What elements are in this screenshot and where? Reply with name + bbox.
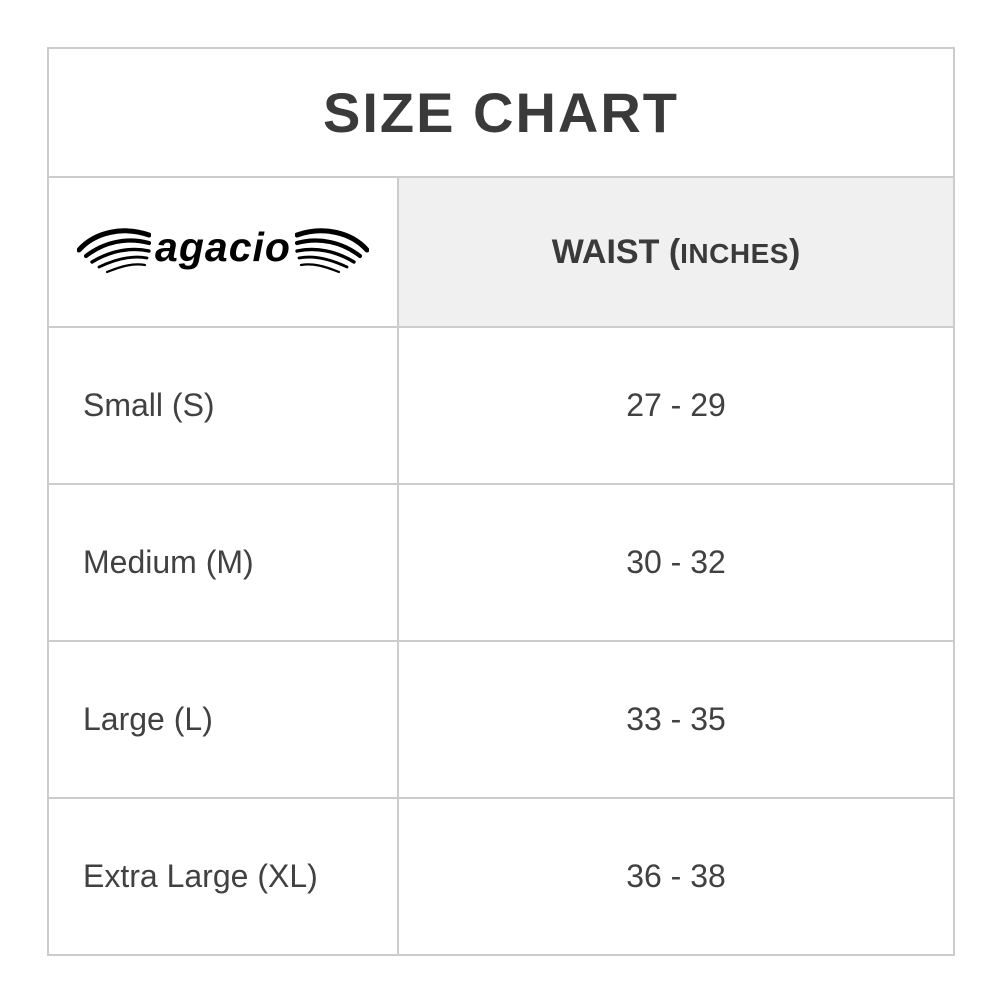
wing-left-icon [77, 227, 152, 273]
waist-value: 27 - 29 [397, 326, 955, 485]
table-row: Small (S) 27 - 29 [47, 326, 955, 485]
waist-value: 36 - 38 [397, 797, 955, 956]
waist-header-label: WAIST ( [551, 232, 681, 271]
brand-name: agacio [155, 224, 291, 270]
waist-header-cell: WAIST (INCHES) [397, 176, 955, 328]
waist-header-unit: INCHES [680, 237, 789, 269]
wing-right-icon [294, 227, 369, 273]
size-chart-table: SIZE CHART agacio [47, 47, 955, 956]
brand-header-cell: agacio [47, 176, 399, 328]
table-row: Large (L) 33 - 35 [47, 640, 955, 799]
page-title: SIZE CHART [323, 81, 679, 144]
waist-value: 33 - 35 [397, 640, 955, 799]
table-row: Medium (M) 30 - 32 [47, 483, 955, 642]
table-row: Extra Large (XL) 36 - 38 [47, 797, 955, 956]
title-cell: SIZE CHART [47, 47, 955, 178]
waist-header-label-close: ) [788, 232, 801, 271]
size-label: Extra Large (XL) [47, 797, 399, 956]
table-header-row: agacio WAIST (INCHES) [47, 176, 955, 328]
brand-logo: agacio [77, 225, 369, 275]
size-label: Small (S) [47, 326, 399, 485]
size-label: Large (L) [47, 640, 399, 799]
size-label: Medium (M) [47, 483, 399, 642]
waist-value: 30 - 32 [397, 483, 955, 642]
title-row: SIZE CHART [47, 47, 955, 178]
